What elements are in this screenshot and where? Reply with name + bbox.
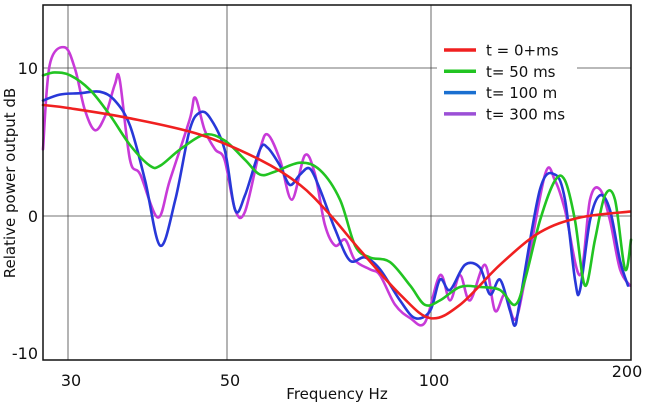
y-tick-label: 0 (28, 207, 38, 226)
x-tick-label: 200 (612, 362, 643, 381)
x-tick-label: 100 (419, 371, 450, 390)
series-lines (41, 45, 633, 327)
legend-label: t = 0+ms (486, 42, 559, 60)
gridlines (43, 5, 631, 360)
series-line-1 (41, 71, 633, 307)
x-tick-label: 50 (220, 371, 240, 390)
x-tick-label: 30 (61, 371, 81, 390)
x-axis-label: Frequency Hz (286, 385, 388, 403)
y-axis-label: Relative power output dB (1, 88, 19, 278)
series-line-3 (41, 45, 632, 327)
legend: t = 0+ms t= 50 ms t= 100 m t= 300 ms (437, 37, 577, 125)
y-tick-label: 10 (18, 59, 38, 78)
legend-label: t= 100 m (486, 84, 557, 102)
y-tick-label: -10 (12, 344, 38, 363)
legend-label: t= 50 ms (486, 63, 556, 81)
plot-frame (42, 4, 632, 361)
legend-label: t= 300 ms (486, 105, 565, 123)
series-line-0 (41, 103, 632, 320)
